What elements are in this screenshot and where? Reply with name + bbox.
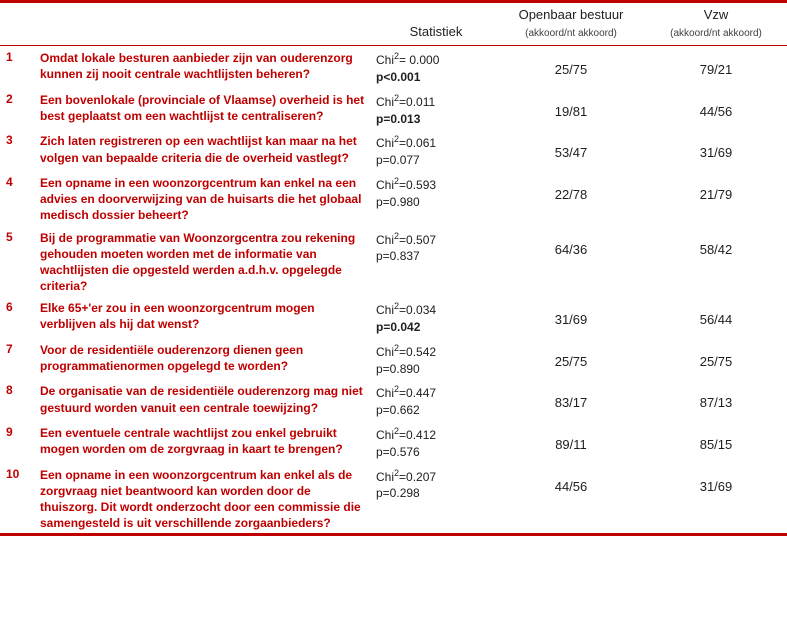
chi2-value: Chi2=0.412 bbox=[376, 425, 496, 444]
header-openbaar-main: Openbaar bestuur bbox=[519, 7, 624, 22]
cell-question: Elke 65+'er zou in een woonzorgcentrum m… bbox=[40, 298, 376, 332]
cell-openbaar: 31/69 bbox=[496, 298, 646, 327]
p-value: p<0.001 bbox=[376, 69, 496, 86]
chi2-value: Chi2=0.447 bbox=[376, 383, 496, 402]
cell-num: 1 bbox=[6, 48, 40, 64]
chi2-value: Chi2=0.593 bbox=[376, 175, 496, 194]
table-row: 2Een bovenlokale (provinciale of Vlaamse… bbox=[0, 88, 787, 130]
cell-vzw: 44/56 bbox=[646, 90, 786, 119]
cell-question: Voor de residentiële ouderenzorg dienen … bbox=[40, 340, 376, 374]
table-row: 8De organisatie van de residentiële oude… bbox=[0, 379, 787, 421]
p-value: p=0.077 bbox=[376, 152, 496, 169]
cell-openbaar: 53/47 bbox=[496, 131, 646, 160]
header-openbaar-sub: (akkoord/nt akkoord) bbox=[525, 28, 617, 39]
cell-openbaar: 44/56 bbox=[496, 465, 646, 494]
cell-vzw: 21/79 bbox=[646, 173, 786, 202]
cell-openbaar: 22/78 bbox=[496, 173, 646, 202]
chi2-value: Chi2=0.011 bbox=[376, 92, 496, 111]
cell-vzw: 31/69 bbox=[646, 131, 786, 160]
cell-vzw: 85/15 bbox=[646, 423, 786, 452]
header-vzw-sub: (akkoord/nt akkoord) bbox=[670, 28, 762, 39]
header-stat: Statistiek bbox=[376, 7, 496, 41]
cell-num: 4 bbox=[6, 173, 40, 189]
cell-question: Zich laten registreren op een wachtlijst… bbox=[40, 131, 376, 165]
table-row: 7Voor de residentiële ouderenzorg dienen… bbox=[0, 338, 787, 380]
cell-question: Bij de programmatie van Woonzorgcentra z… bbox=[40, 228, 376, 295]
header-row: . . Statistiek Openbaar bestuur (akkoord… bbox=[0, 3, 787, 45]
header-vzw: Vzw (akkoord/nt akkoord) bbox=[646, 7, 786, 39]
cell-openbaar: 64/36 bbox=[496, 228, 646, 257]
cell-stat: Chi2=0.207p=0.298 bbox=[376, 465, 496, 503]
cell-vzw: 58/42 bbox=[646, 228, 786, 257]
cell-stat: Chi2=0.593p=0.980 bbox=[376, 173, 496, 211]
p-value: p=0.298 bbox=[376, 485, 496, 502]
cell-stat: Chi2=0.507p=0.837 bbox=[376, 228, 496, 266]
table-row: 5Bij de programmatie van Woonzorgcentra … bbox=[0, 226, 787, 297]
chi2-value: Chi2=0.034 bbox=[376, 300, 496, 319]
header-openbaar: Openbaar bestuur (akkoord/nt akkoord) bbox=[496, 7, 646, 39]
cell-vzw: 25/75 bbox=[646, 340, 786, 369]
table-wrap: . . Statistiek Openbaar bestuur (akkoord… bbox=[0, 0, 787, 536]
cell-num: 2 bbox=[6, 90, 40, 106]
cell-num: 5 bbox=[6, 228, 40, 244]
cell-question: De organisatie van de residentiële ouder… bbox=[40, 381, 376, 415]
cell-question: Een bovenlokale (provinciale of Vlaamse)… bbox=[40, 90, 376, 124]
cell-openbaar: 89/11 bbox=[496, 423, 646, 452]
p-value: p=0.576 bbox=[376, 444, 496, 461]
cell-num: 9 bbox=[6, 423, 40, 439]
cell-stat: Chi2= 0.000p<0.001 bbox=[376, 48, 496, 86]
cell-num: 3 bbox=[6, 131, 40, 147]
chi2-value: Chi2=0.061 bbox=[376, 133, 496, 152]
cell-vzw: 56/44 bbox=[646, 298, 786, 327]
table-row: 10Een opname in een woonzorgcentrum kan … bbox=[0, 463, 787, 534]
cell-question: Een eventuele centrale wachtlijst zou en… bbox=[40, 423, 376, 457]
table-row: 6Elke 65+'er zou in een woonzorgcentrum … bbox=[0, 296, 787, 338]
cell-vzw: 31/69 bbox=[646, 465, 786, 494]
cell-openbaar: 25/75 bbox=[496, 340, 646, 369]
table-row: 3Zich laten registreren op een wachtlijs… bbox=[0, 129, 787, 171]
chi2-value: Chi2=0.507 bbox=[376, 230, 496, 249]
table-row: 1Omdat lokale besturen aanbieder zijn va… bbox=[0, 46, 787, 88]
p-value: p=0.837 bbox=[376, 248, 496, 265]
cell-stat: Chi2=0.034p=0.042 bbox=[376, 298, 496, 336]
cell-openbaar: 19/81 bbox=[496, 90, 646, 119]
cell-num: 7 bbox=[6, 340, 40, 356]
header-vzw-main: Vzw bbox=[704, 7, 729, 22]
cell-question: Omdat lokale besturen aanbieder zijn van… bbox=[40, 48, 376, 82]
p-value: p=0.042 bbox=[376, 319, 496, 336]
rule-bottom bbox=[0, 533, 787, 536]
cell-openbaar: 83/17 bbox=[496, 381, 646, 410]
cell-vzw: 79/21 bbox=[646, 48, 786, 77]
cell-question: Een opname in een woonzorgcentrum kan en… bbox=[40, 465, 376, 532]
p-value: p=0.662 bbox=[376, 402, 496, 419]
p-value: p=0.890 bbox=[376, 361, 496, 378]
chi2-value: Chi2=0.542 bbox=[376, 342, 496, 361]
cell-stat: Chi2=0.542p=0.890 bbox=[376, 340, 496, 378]
cell-question: Een opname in een woonzorgcentrum kan en… bbox=[40, 173, 376, 224]
cell-stat: Chi2=0.011p=0.013 bbox=[376, 90, 496, 128]
cell-num: 10 bbox=[6, 465, 40, 481]
chi2-value: Chi2=0.207 bbox=[376, 467, 496, 486]
cell-stat: Chi2=0.061p=0.077 bbox=[376, 131, 496, 169]
table-row: 4Een opname in een woonzorgcentrum kan e… bbox=[0, 171, 787, 226]
cell-stat: Chi2=0.412p=0.576 bbox=[376, 423, 496, 461]
chi2-value: Chi2= 0.000 bbox=[376, 50, 496, 69]
cell-openbaar: 25/75 bbox=[496, 48, 646, 77]
cell-num: 6 bbox=[6, 298, 40, 314]
p-value: p=0.013 bbox=[376, 111, 496, 128]
cell-vzw: 87/13 bbox=[646, 381, 786, 410]
table-row: 9Een eventuele centrale wachtlijst zou e… bbox=[0, 421, 787, 463]
table-body: 1Omdat lokale besturen aanbieder zijn va… bbox=[0, 46, 787, 533]
p-value: p=0.980 bbox=[376, 194, 496, 211]
cell-stat: Chi2=0.447p=0.662 bbox=[376, 381, 496, 419]
cell-num: 8 bbox=[6, 381, 40, 397]
